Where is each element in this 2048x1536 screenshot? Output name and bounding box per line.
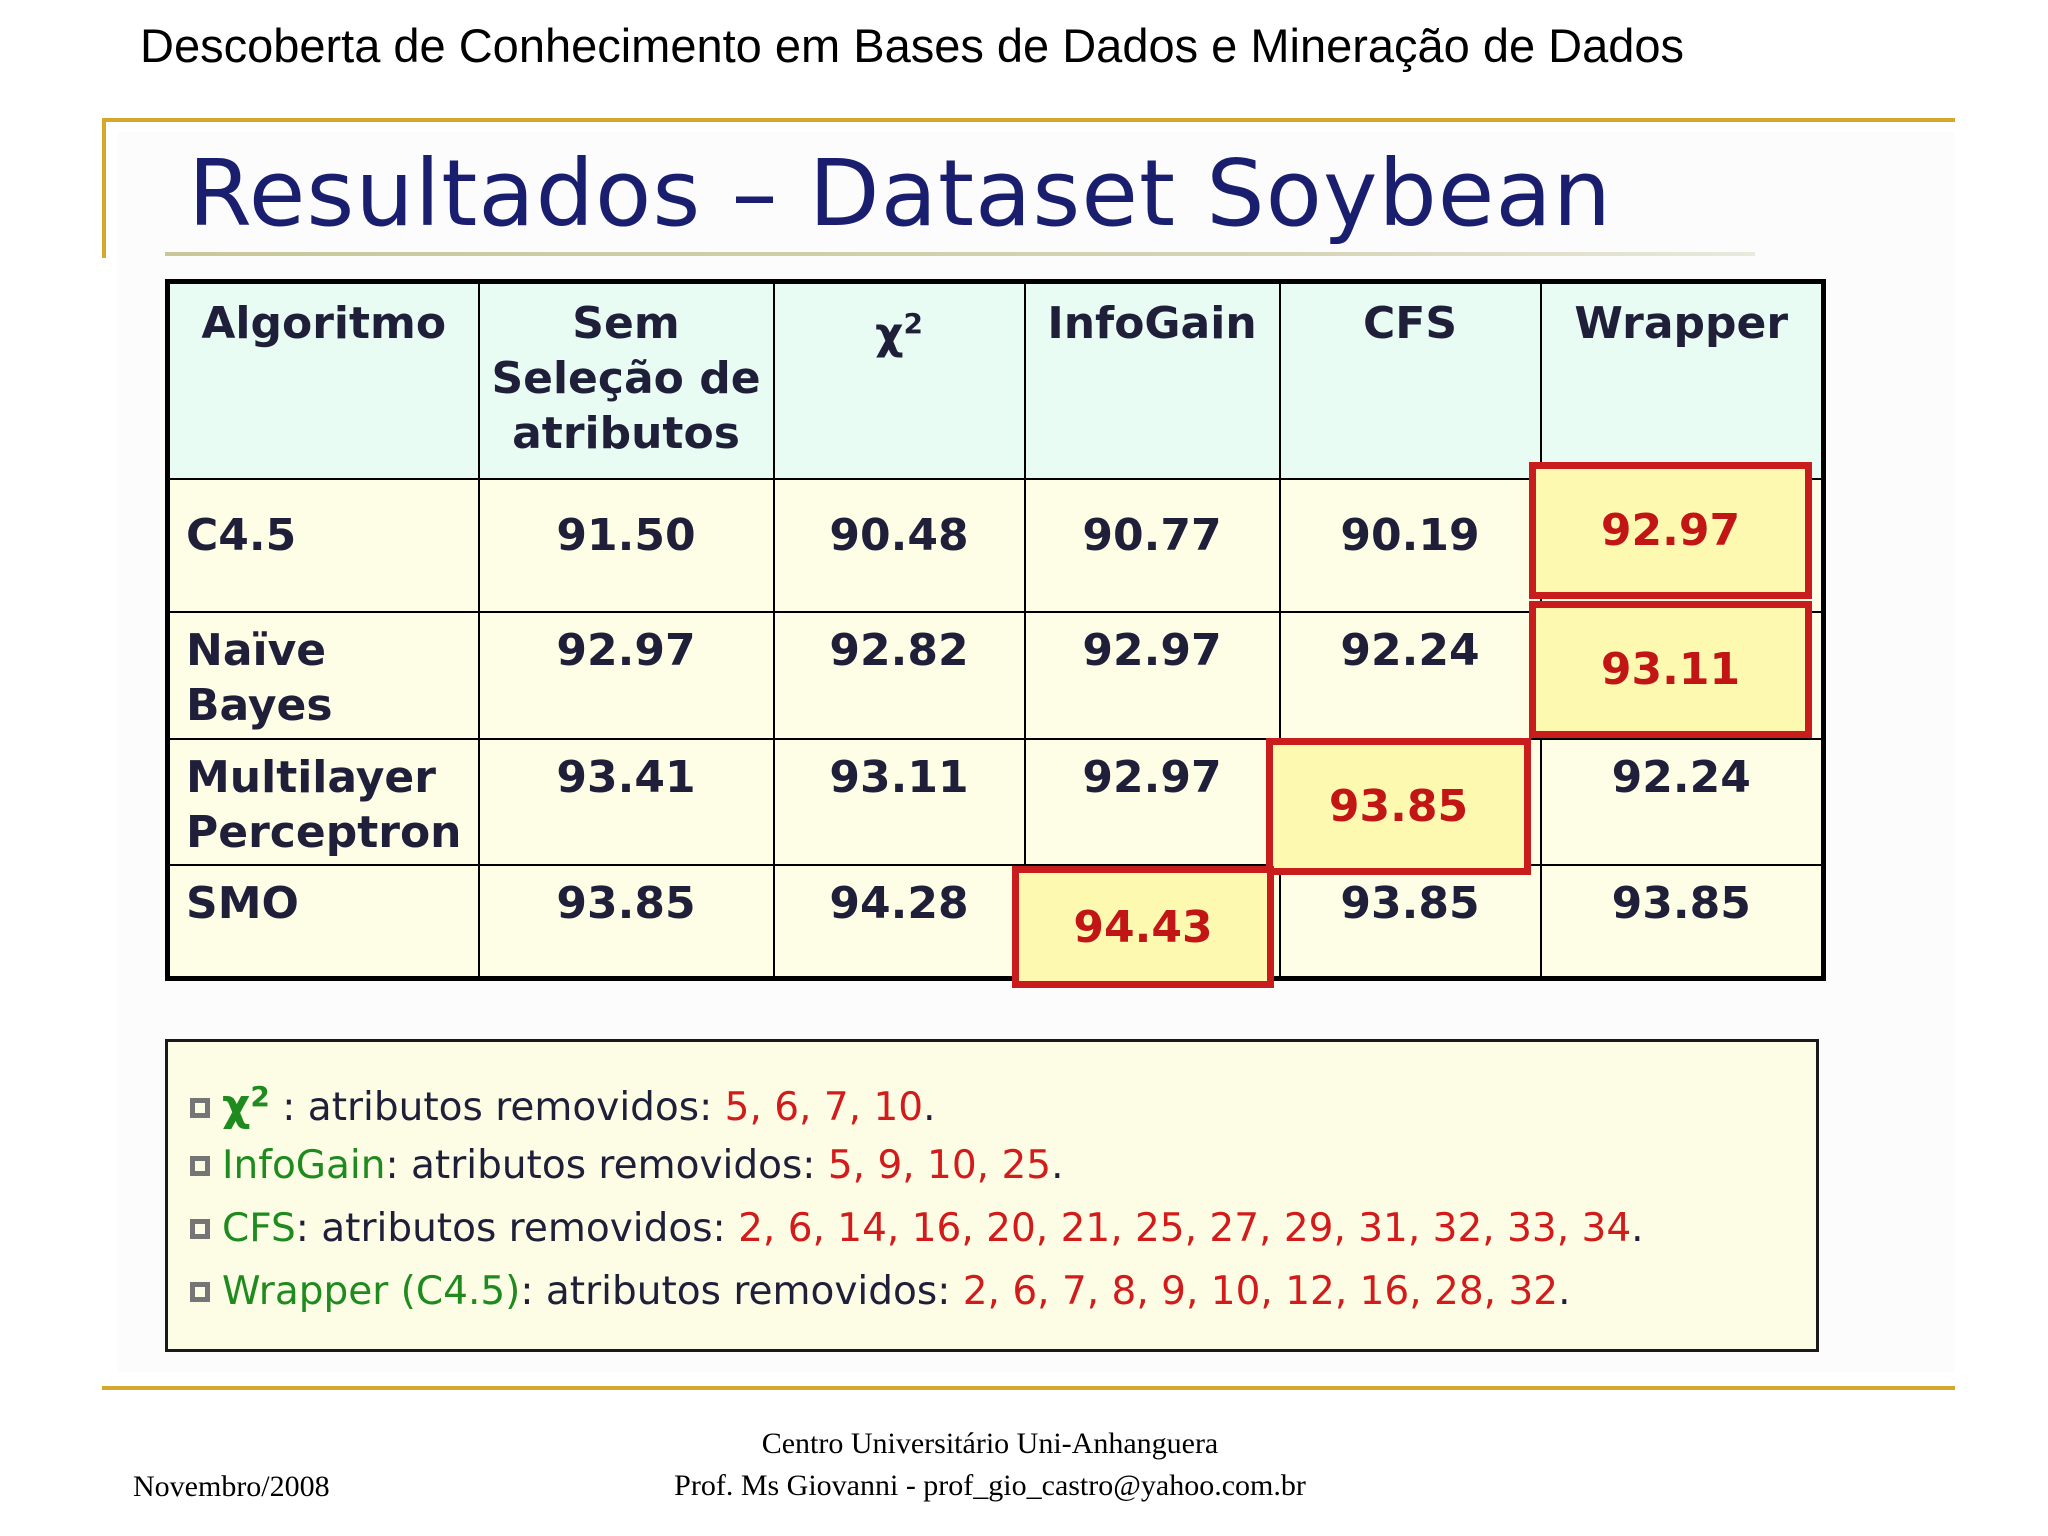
header-infogain: InfoGain <box>1023 280 1281 480</box>
slide-title: Resultados – Dataset Soybean <box>188 140 1613 247</box>
note-values: 5, 6, 7, 10 <box>724 1085 924 1130</box>
document-header-title: Descoberta de Conhecimento em Bases de D… <box>140 19 1685 72</box>
value-cell: 93.11 <box>772 737 1026 866</box>
header-sem-line1: Sem <box>572 298 680 349</box>
value-cell: 92.97 <box>1023 737 1281 866</box>
note-end: . <box>1558 1269 1571 1314</box>
algorithm-cell: SMO <box>166 863 480 980</box>
title-underline <box>165 252 1755 256</box>
algorithm-line1: Multilayer <box>186 751 436 803</box>
header-wrapper: Wrapper <box>1539 280 1825 480</box>
slide-frame-top-rule <box>102 118 1955 122</box>
note-values: 5, 9, 10, 25 <box>827 1143 1052 1188</box>
table-header-row: Algoritmo Sem Seleção de atributos χ2 In… <box>166 280 1825 480</box>
header-cfs: CFS <box>1278 280 1542 480</box>
note-infogain: InfoGain: atributos removidos: 5, 9, 10,… <box>190 1143 1064 1188</box>
header-sem-line3: atributos <box>512 408 740 459</box>
header-algoritmo: Algoritmo <box>166 280 480 480</box>
note-text: : atributos removidos: <box>520 1269 963 1314</box>
algorithm-line1: Naïve <box>186 624 327 676</box>
note-label: Wrapper (C4.5) <box>222 1269 521 1314</box>
footer-professor-contact: Prof. Ms Giovanni - prof_gio_castro@yaho… <box>674 1469 1306 1502</box>
header-chi-superscript: 2 <box>903 307 923 340</box>
removed-attributes-box: χ2 : atributos removidos: 5, 6, 7, 10. I… <box>165 1039 1819 1352</box>
value-cell: 92.24 <box>1278 610 1542 740</box>
header-chi-squared: χ2 <box>772 280 1026 480</box>
note-chi-squared: χ2 : atributos removidos: 5, 6, 7, 10. <box>190 1080 935 1131</box>
note-text: : atributos removidos: <box>295 1206 739 1251</box>
value-cell: 93.85 <box>1539 863 1825 980</box>
highlight-c45-wrapper: 92.97 <box>1529 462 1812 599</box>
value-cell: 91.50 <box>477 477 775 613</box>
note-superscript: 2 <box>250 1080 270 1113</box>
note-label: χ <box>222 1080 251 1131</box>
square-bullet-icon <box>190 1155 210 1176</box>
note-end: . <box>923 1085 936 1130</box>
results-table: Algoritmo Sem Seleção de atributos χ2 In… <box>165 279 1826 981</box>
square-bullet-icon <box>190 1097 210 1118</box>
highlight-naive-bayes-wrapper: 93.11 <box>1529 601 1812 738</box>
algorithm-cell: Multilayer Perceptron <box>166 737 480 866</box>
header-sem-line2: Seleção de <box>491 353 761 404</box>
note-values: 2, 6, 7, 8, 9, 10, 12, 16, 28, 32 <box>962 1269 1559 1314</box>
note-end: . <box>1631 1206 1644 1251</box>
value-cell: 93.85 <box>1278 863 1542 980</box>
value-cell: 90.48 <box>772 477 1026 613</box>
value-cell: 90.77 <box>1023 477 1281 613</box>
note-label: InfoGain <box>222 1143 386 1188</box>
note-values: 2, 6, 14, 16, 20, 21, 25, 27, 29, 31, 32… <box>738 1206 1632 1251</box>
table-row: Naïve Bayes 92.97 92.82 92.97 92.24 <box>166 610 1825 740</box>
value-cell: 92.82 <box>772 610 1026 740</box>
note-cfs: CFS: atributos removidos: 2, 6, 14, 16, … <box>190 1206 1644 1251</box>
table-row: Multilayer Perceptron 93.41 93.11 92.97 … <box>166 737 1825 866</box>
value-cell: 90.19 <box>1278 477 1542 613</box>
note-label: CFS <box>222 1206 296 1251</box>
footer-rule <box>102 1386 1955 1390</box>
value-cell: 92.97 <box>1023 610 1281 740</box>
slide-frame-left-rule <box>102 118 106 258</box>
value-cell: 92.24 <box>1539 737 1825 866</box>
footer-institution: Centro Universitário Uni-Anhanguera <box>761 1427 1219 1460</box>
value-cell: 93.85 <box>477 863 775 980</box>
algorithm-line2: Bayes <box>186 679 333 731</box>
note-text: : atributos removidos: <box>385 1143 828 1188</box>
note-end: . <box>1051 1143 1064 1188</box>
table-row: SMO 93.85 94.28 93.85 93.85 <box>166 863 1825 980</box>
value-cell: 93.41 <box>477 737 775 866</box>
note-text: : atributos removidos: <box>269 1085 725 1130</box>
footer-date: Novembro/2008 <box>133 1470 330 1503</box>
note-wrapper: Wrapper (C4.5): atributos removidos: 2, … <box>190 1269 1570 1314</box>
algorithm-line2: Perceptron <box>186 806 462 858</box>
value-cell: 94.28 <box>772 863 1026 980</box>
value-cell: 92.97 <box>477 610 775 740</box>
square-bullet-icon <box>190 1281 210 1302</box>
square-bullet-icon <box>190 1218 210 1239</box>
header-sem-selecao: Sem Seleção de atributos <box>477 280 775 480</box>
highlight-multilayer-cfs: 93.85 <box>1266 738 1531 875</box>
algorithm-cell: Naïve Bayes <box>166 610 480 740</box>
highlight-smo-infogain: 94.43 <box>1012 866 1274 988</box>
algorithm-cell: C4.5 <box>166 477 480 613</box>
